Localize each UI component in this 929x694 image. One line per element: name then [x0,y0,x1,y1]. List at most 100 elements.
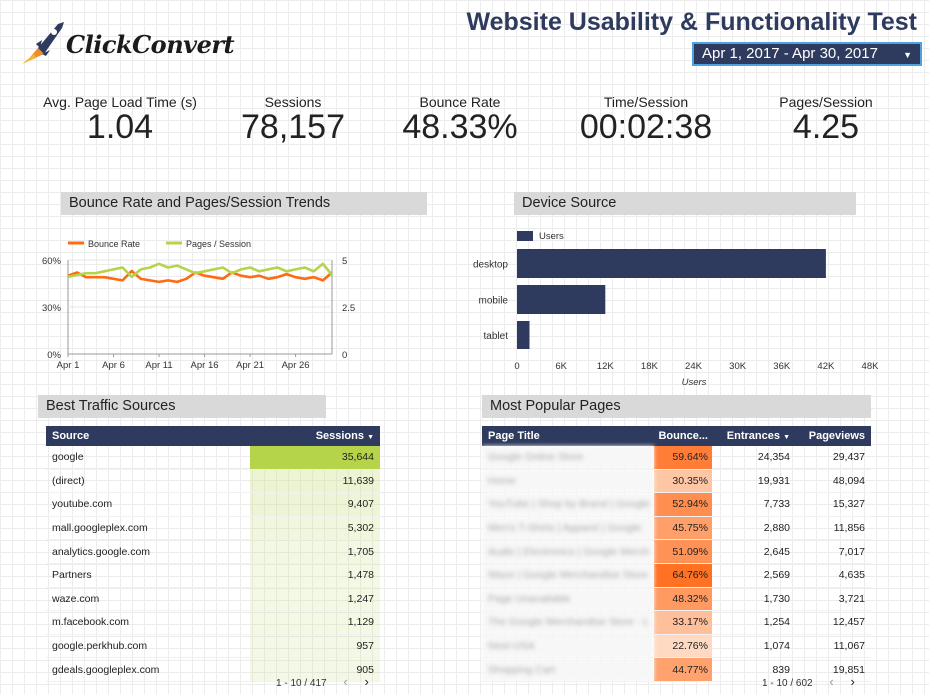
x-tick-label: Apr 6 [102,360,125,371]
category-label: mobile [479,296,509,307]
caret-down-icon: ▼ [903,50,912,60]
entrances-cell: 1,254 [712,610,796,635]
pageviews-column-header[interactable]: Pageviews [796,426,871,446]
table-row[interactable]: YouTube | Shop by Brand | Google 52.94% 7,… [482,492,871,517]
source-column-header[interactable]: Source [46,426,250,446]
source-cell: gdeals.googleplex.com [46,657,250,682]
kpi-label: Avg. Page Load Time (s) [43,94,197,110]
entrances-cell: 24,354 [712,446,796,470]
sessions-header-label: Sessions [315,430,364,442]
source-cell: google [46,446,250,470]
entrances-cell: 2,645 [712,539,796,564]
x-tick-label: 0 [514,361,519,372]
y-right-tick-label: 2.5 [342,303,355,314]
entrances-cell: 1,074 [712,634,796,659]
next-page-icon[interactable]: › [364,674,369,689]
prev-page-icon[interactable]: ‹ [829,674,834,689]
source-cell: analytics.google.com [46,539,250,564]
kpi-value: 00:02:38 [579,108,713,146]
kpi-page-load-time: Avg. Page Load Time (s) 1.04 [30,94,210,147]
bounce-cell: 48.32% [654,587,712,612]
pages-table: Page Title Bounce... Entrances ▼ Pagevie… [482,426,871,682]
x-tick-label: 24K [685,361,703,372]
table-row[interactable]: waze.com 1,247 [46,587,380,612]
caret-down-icon: ▼ [367,434,374,441]
entrances-cell: 2,880 [712,516,796,541]
y-left-tick-label: 30% [42,303,62,314]
source-cell: m.facebook.com [46,610,250,635]
table-row[interactable]: mall.googleplex.com 5,302 [46,516,380,541]
sources-table: Source Sessions ▼ google 35,644 (direct) 11… [46,426,380,682]
table-row[interactable]: (direct) 11,639 [46,469,380,494]
table-row[interactable]: youtube.com 9,407 [46,492,380,517]
x-tick-label: 30K [729,361,747,372]
page-title-cell: Shopping Cart [482,657,654,682]
source-cell: (direct) [46,469,250,494]
table-row[interactable]: Waze | Google Merchandise Store 64.76% 2,5… [482,563,871,588]
x-tick-label: Apr 26 [282,360,310,371]
kpi-value: 78,157 [241,108,345,146]
trend-line-chart: Bounce Rate Pages / Session 60% 30% 0% 5 2.5 0 A… [42,239,355,371]
pager-label: 1 - 10 / 602 [762,678,813,689]
page-title-cell: Waze | Google Merchandise Store [482,563,654,588]
source-cell: google.perkhub.com [46,634,250,659]
x-axis-label: Users [682,377,707,388]
page-title-cell: Google Online Store [482,446,654,470]
sessions-cell: 1,478 [249,563,380,588]
device-panel-title: Device Source [514,192,856,215]
kpi-value: 4.25 [792,108,860,146]
table-row[interactable]: The Google Merchandise Store - L 33.17% 1,… [482,610,871,635]
table-row[interactable]: google 35,644 [46,446,380,470]
bounce-cell: 59.64% [654,446,712,470]
table-row[interactable]: analytics.google.com 1,705 [46,539,380,564]
table-row[interactable]: Google Online Store 59.64% 24,354 29,437 [482,446,871,470]
date-range-picker[interactable]: Apr 1, 2017 - Apr 30, 2017 ▼ [692,42,922,66]
legend-label: Bounce Rate [88,239,140,249]
table-row[interactable]: google.perkhub.com 957 [46,634,380,659]
entrances-cell: 1,730 [712,587,796,612]
brand-logo-text: ClickConvert [66,30,235,59]
kpi-label: Sessions [264,94,322,110]
table-row[interactable]: Nest-USA 22.76% 1,074 11,067 [482,634,871,659]
table-row[interactable]: Men's T-Shirts | Apparel | Google 45.75% 2… [482,516,871,541]
table-row[interactable]: Audio | Electronics | Google Merch 51.09%… [482,539,871,564]
table-row[interactable]: m.facebook.com 1,129 [46,610,380,635]
kpi-bounce-rate: Bounce Rate 48.33% [370,94,550,147]
y-left-tick-label: 60% [42,256,62,267]
y-right-tick-label: 5 [342,256,347,267]
kpi-value: 48.33% [402,108,518,146]
entrances-cell: 2,569 [712,563,796,588]
page-title-cell: YouTube | Shop by Brand | Google [482,492,654,517]
caret-down-icon: ▼ [783,434,790,441]
source-cell: Partners [46,563,250,588]
sessions-column-header[interactable]: Sessions ▼ [249,426,380,446]
x-tick-label: Apr 21 [236,360,264,371]
y-right-tick-label: 0 [342,350,347,361]
x-tick-label: 6K [555,361,567,372]
kpi-time-per-session: Time/Session 00:02:38 [556,94,736,147]
prev-page-icon[interactable]: ‹ [343,674,348,689]
page-title-cell: Men's T-Shirts | Apparel | Google [482,516,654,541]
x-tick-label: 36K [773,361,791,372]
sessions-cell: 11,639 [249,469,380,494]
next-page-icon[interactable]: › [850,674,855,689]
bounce-column-header[interactable]: Bounce... [654,426,712,446]
table-row[interactable]: Home 30.35% 19,931 48,094 [482,469,871,494]
kpi-label: Pages/Session [779,94,873,110]
bounce-cell: 33.17% [654,610,712,635]
table-row[interactable]: Page Unavailable 48.32% 1,730 3,721 [482,587,871,612]
rocket-logo-icon [22,22,64,64]
table-row[interactable]: Shopping Cart 44.77% 839 19,851 [482,657,871,682]
entrances-column-header[interactable]: Entrances ▼ [712,426,796,446]
x-tick-label: 18K [641,361,659,372]
legend-label: Pages / Session [186,239,251,249]
sessions-cell: 9,407 [249,492,380,517]
x-tick-label: 42K [817,361,835,372]
pageviews-cell: 11,067 [796,634,871,659]
sessions-cell: 957 [249,634,380,659]
table-row[interactable]: Partners 1,478 [46,563,380,588]
page-title-column-header[interactable]: Page Title [482,426,654,446]
table-row[interactable]: gdeals.googleplex.com 905 [46,657,380,682]
pages-per-session-line [67,262,334,279]
bounce-rate-line [67,269,333,284]
